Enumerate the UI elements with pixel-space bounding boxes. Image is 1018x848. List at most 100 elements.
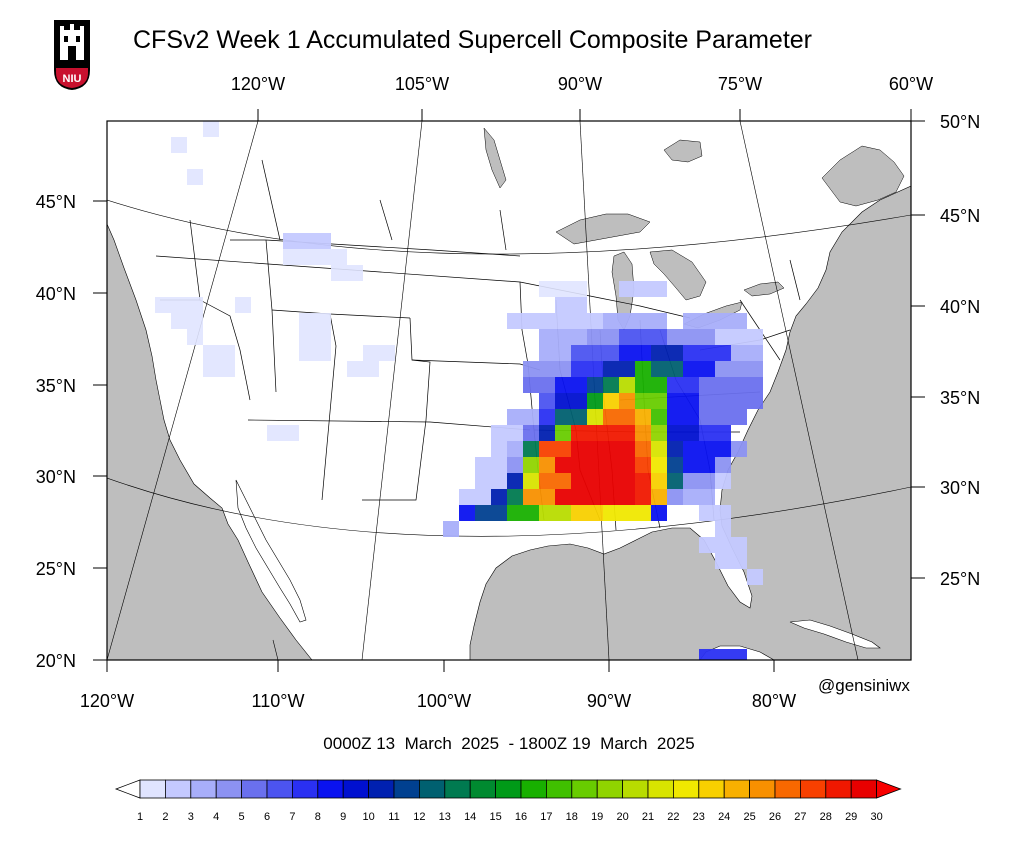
scp-cell: [635, 345, 651, 361]
scp-cell: [571, 377, 587, 393]
scp-cell: [667, 345, 683, 361]
scp-cell: [587, 345, 603, 361]
valid-time-range: 0000Z 13 March 2025 - 1800Z 19 March 202…: [323, 734, 695, 753]
scp-cell: [715, 473, 731, 489]
scp-cell: [731, 649, 747, 660]
scp-cell: [635, 473, 651, 489]
scp-cell: [555, 345, 571, 361]
scp-cell: [635, 281, 651, 297]
lake-superior: [555, 213, 651, 245]
scp-cell: [747, 377, 763, 393]
scp-cell: [555, 489, 571, 505]
scp-cell: [603, 441, 619, 457]
scp-cell: [651, 281, 667, 297]
scp-cell: [539, 473, 555, 489]
scp-cell: [539, 393, 555, 409]
scp-cell: [235, 297, 251, 313]
top-lon-label: 120°W: [231, 74, 285, 94]
niu-logo: NIU: [52, 18, 92, 92]
scp-cell: [587, 425, 603, 441]
scp-cell: [635, 441, 651, 457]
scp-cell: [379, 345, 395, 361]
scp-cell: [587, 377, 603, 393]
scp-cell: [667, 457, 683, 473]
scp-cell: [587, 361, 603, 377]
top-lon-label: 75°W: [718, 74, 762, 94]
gulf-st-lawrence: [821, 145, 905, 207]
scp-cell: [635, 313, 651, 329]
scp-cell: [459, 489, 475, 505]
scp-cell: [571, 345, 587, 361]
scp-cell: [555, 281, 571, 297]
scp-cell: [571, 409, 587, 425]
map-frame: [106, 120, 912, 661]
scp-cell: [171, 137, 187, 153]
scp-cell: [699, 441, 715, 457]
scp-cell: [747, 329, 763, 345]
scp-cell: [203, 345, 219, 361]
scp-cell: [715, 313, 731, 329]
lake-ontario: [743, 281, 785, 297]
scp-cell: [315, 345, 331, 361]
scp-cell: [699, 313, 715, 329]
scp-cell: [603, 361, 619, 377]
scp-cell: [539, 281, 555, 297]
scp-cell: [619, 409, 635, 425]
scp-cell: [507, 489, 523, 505]
scp-cell: [651, 345, 667, 361]
scp-cell: [475, 489, 491, 505]
scp-cell: [315, 329, 331, 345]
scp-cell: [619, 441, 635, 457]
scp-cell: [683, 425, 699, 441]
scp-cell: [203, 361, 219, 377]
scp-cell: [715, 393, 731, 409]
scp-cell: [715, 329, 731, 345]
scp-cell: [331, 265, 347, 281]
scp-cell: [619, 473, 635, 489]
scp-cell: [491, 457, 507, 473]
scp-cell: [651, 377, 667, 393]
scp-cell: [699, 329, 715, 345]
scp-cell: [715, 409, 731, 425]
scp-cell: [651, 425, 667, 441]
scp-cell: [571, 297, 587, 313]
scp-cell: [731, 313, 747, 329]
scp-cell: [699, 489, 715, 505]
scp-cell: [683, 345, 699, 361]
scp-cell: [603, 409, 619, 425]
scp-cell: [555, 297, 571, 313]
scp-cell: [523, 473, 539, 489]
scp-cell: [555, 329, 571, 345]
scp-cell: [635, 505, 651, 521]
scp-cell: [571, 393, 587, 409]
left-lat-label: 40°N: [36, 284, 76, 304]
scp-cell: [747, 393, 763, 409]
scp-cell: [651, 505, 667, 521]
scp-cell: [507, 441, 523, 457]
scp-cell: [299, 345, 315, 361]
scp-cell: [539, 329, 555, 345]
scp-cell: [667, 329, 683, 345]
scp-cell: [299, 233, 315, 249]
baja-california: [235, 479, 307, 623]
scp-cell: [619, 457, 635, 473]
scp-cell: [555, 377, 571, 393]
scp-cell: [523, 313, 539, 329]
scp-cell: [571, 489, 587, 505]
scp-cell: [507, 313, 523, 329]
scp-cell: [331, 249, 347, 265]
scp-cell: [667, 489, 683, 505]
scp-cell: [363, 361, 379, 377]
scp-cell: [299, 313, 315, 329]
scp-cell: [539, 489, 555, 505]
scp-cell: [491, 505, 507, 521]
scp-cell: [619, 329, 635, 345]
scp-cell: [715, 361, 731, 377]
scp-cell: [683, 489, 699, 505]
scp-cell: [603, 377, 619, 393]
scp-cell: [171, 297, 187, 313]
top-lon-label: 60°W: [889, 74, 933, 94]
scp-cell: [571, 457, 587, 473]
scp-cell: [747, 361, 763, 377]
